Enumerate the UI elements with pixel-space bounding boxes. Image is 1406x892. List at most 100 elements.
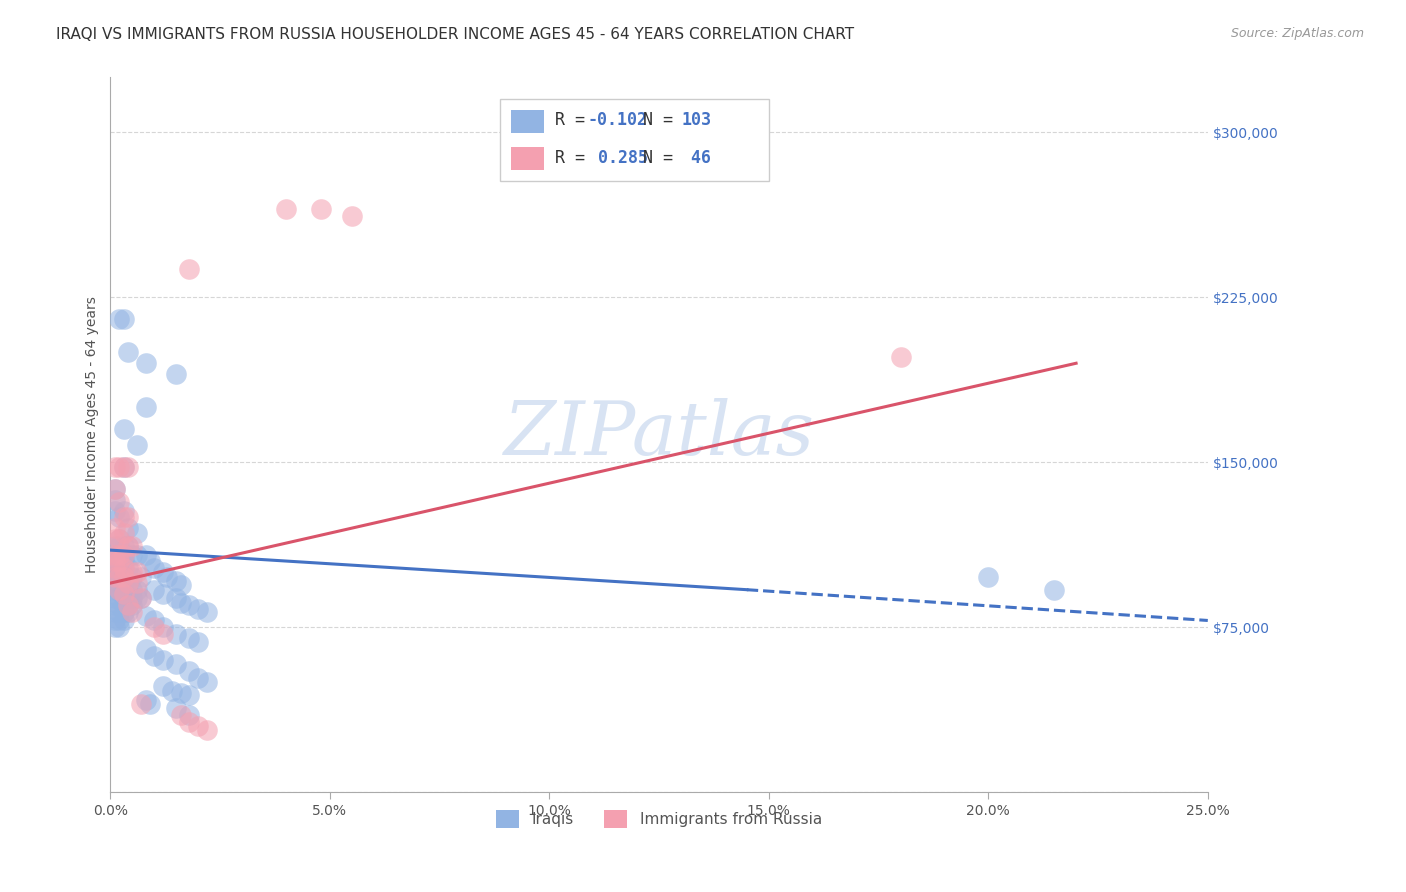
Point	[117, 539, 139, 553]
Point	[165, 657, 187, 672]
Point	[117, 576, 139, 591]
Text: R =: R =	[555, 149, 605, 167]
Point	[104, 492, 127, 507]
Point	[104, 560, 127, 574]
Point	[121, 591, 143, 606]
Point	[104, 539, 127, 553]
Point	[125, 548, 148, 562]
Point	[117, 598, 139, 612]
Point	[135, 692, 157, 706]
Point	[160, 683, 183, 698]
Point	[104, 503, 127, 517]
Point	[104, 482, 127, 496]
Point	[108, 560, 131, 574]
Point	[117, 521, 139, 535]
Point	[152, 587, 174, 601]
Point	[117, 510, 139, 524]
Point	[112, 605, 135, 619]
Point	[104, 598, 127, 612]
Point	[125, 591, 148, 606]
Point	[152, 626, 174, 640]
Text: -0.102: -0.102	[588, 112, 648, 129]
Point	[112, 422, 135, 436]
Point	[117, 576, 139, 591]
Point	[108, 554, 131, 568]
Point	[169, 596, 191, 610]
Point	[121, 539, 143, 553]
Point	[139, 697, 162, 711]
Point	[112, 598, 135, 612]
Point	[108, 582, 131, 597]
Point	[112, 569, 135, 583]
Point	[179, 714, 201, 729]
Point	[112, 525, 135, 540]
Point	[117, 560, 139, 574]
Point	[104, 614, 127, 628]
Point	[112, 560, 135, 574]
Point	[108, 569, 131, 583]
Point	[143, 560, 166, 574]
Bar	[510, 147, 544, 170]
Point	[104, 620, 127, 634]
Point	[179, 631, 201, 645]
Point	[139, 554, 162, 568]
Point	[169, 686, 191, 700]
Point	[187, 635, 209, 649]
Point	[121, 582, 143, 597]
Point	[108, 554, 131, 568]
Point	[179, 708, 201, 723]
Point	[143, 648, 166, 663]
Point	[112, 576, 135, 591]
Point	[108, 576, 131, 591]
Point	[135, 356, 157, 370]
Point	[104, 548, 127, 562]
Point	[108, 569, 131, 583]
Point	[152, 680, 174, 694]
Point	[340, 209, 363, 223]
Point	[112, 614, 135, 628]
Point	[104, 576, 127, 591]
Point	[117, 582, 139, 597]
Legend: Iraqis, Immigrants from Russia: Iraqis, Immigrants from Russia	[491, 804, 828, 834]
Point	[143, 614, 166, 628]
Point	[121, 548, 143, 562]
Point	[117, 598, 139, 612]
Point	[125, 437, 148, 451]
Point	[108, 510, 131, 524]
Point	[108, 620, 131, 634]
Point	[152, 653, 174, 667]
Point	[104, 560, 127, 574]
Point	[112, 503, 135, 517]
Point	[179, 688, 201, 702]
Point	[135, 609, 157, 624]
Point	[104, 482, 127, 496]
Point	[108, 591, 131, 606]
Point	[165, 591, 187, 606]
FancyBboxPatch shape	[501, 99, 769, 181]
Point	[112, 591, 135, 606]
Point	[104, 569, 127, 583]
Point	[195, 605, 218, 619]
Point	[117, 591, 139, 606]
Point	[112, 569, 135, 583]
Text: R =: R =	[555, 112, 595, 129]
Point	[195, 675, 218, 690]
Text: N =: N =	[643, 112, 683, 129]
Point	[117, 345, 139, 359]
Point	[108, 548, 131, 562]
Point	[152, 620, 174, 634]
Point	[117, 539, 139, 553]
Point	[108, 495, 131, 509]
Point	[309, 202, 332, 217]
Point	[152, 565, 174, 579]
Point	[165, 574, 187, 588]
Point	[112, 560, 135, 574]
Text: N =: N =	[643, 149, 683, 167]
Point	[129, 591, 152, 606]
Point	[165, 701, 187, 715]
Point	[108, 605, 131, 619]
Point	[121, 569, 143, 583]
Point	[135, 401, 157, 415]
Text: ZIPatlas: ZIPatlas	[503, 399, 814, 471]
Point	[129, 591, 152, 606]
